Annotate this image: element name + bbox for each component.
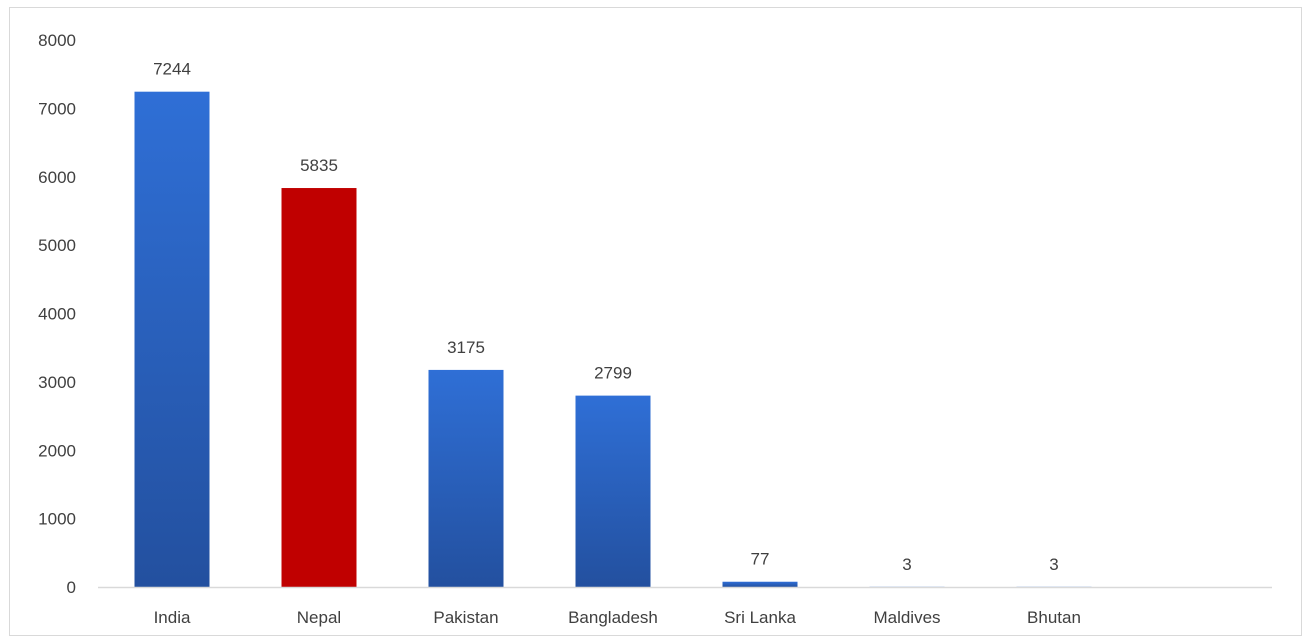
data-label: 3175 bbox=[447, 338, 485, 357]
bars bbox=[134, 91, 1092, 588]
data-label: 3 bbox=[1049, 555, 1058, 574]
y-tick-label: 0 bbox=[67, 578, 76, 597]
chart-area bbox=[9, 7, 1302, 636]
y-tick-label: 1000 bbox=[38, 510, 76, 529]
data-label: 7244 bbox=[153, 60, 191, 79]
data-label: 5835 bbox=[300, 156, 338, 175]
bar-pakistan bbox=[428, 369, 504, 587]
y-tick-label: 3000 bbox=[38, 373, 76, 392]
x-tick-label: India bbox=[154, 608, 191, 627]
x-axis-category-labels: India Nepal Pakistan Bangladesh Sri Lanka Mal… bbox=[154, 608, 1081, 627]
y-axis-tick-labels: 0 1000 2000 3000 4000 5000 6000 7000 8000 bbox=[38, 31, 76, 597]
x-tick-label: Pakistan bbox=[433, 608, 498, 627]
y-tick-label: 6000 bbox=[38, 168, 76, 187]
x-tick-label: Maldives bbox=[873, 608, 940, 627]
x-tick-label: Nepal bbox=[297, 608, 341, 627]
bar-sri-lanka bbox=[722, 581, 798, 587]
bar-bangladesh bbox=[575, 395, 651, 587]
y-tick-label: 8000 bbox=[38, 31, 76, 50]
data-label: 3 bbox=[902, 555, 911, 574]
x-tick-label: Bangladesh bbox=[568, 608, 658, 627]
data-label: 2799 bbox=[594, 364, 632, 383]
x-tick-label: Bhutan bbox=[1027, 608, 1081, 627]
x-tick-label: Sri Lanka bbox=[724, 608, 796, 627]
y-tick-label: 5000 bbox=[38, 236, 76, 255]
bar-nepal bbox=[281, 188, 357, 588]
y-tick-label: 7000 bbox=[38, 99, 76, 118]
y-tick-label: 4000 bbox=[38, 305, 76, 324]
y-tick-label: 2000 bbox=[38, 441, 76, 460]
bar-india bbox=[134, 91, 210, 587]
data-label: 77 bbox=[751, 550, 770, 569]
data-labels: 7244 5835 3175 2799 77 3 3 bbox=[153, 60, 1059, 574]
